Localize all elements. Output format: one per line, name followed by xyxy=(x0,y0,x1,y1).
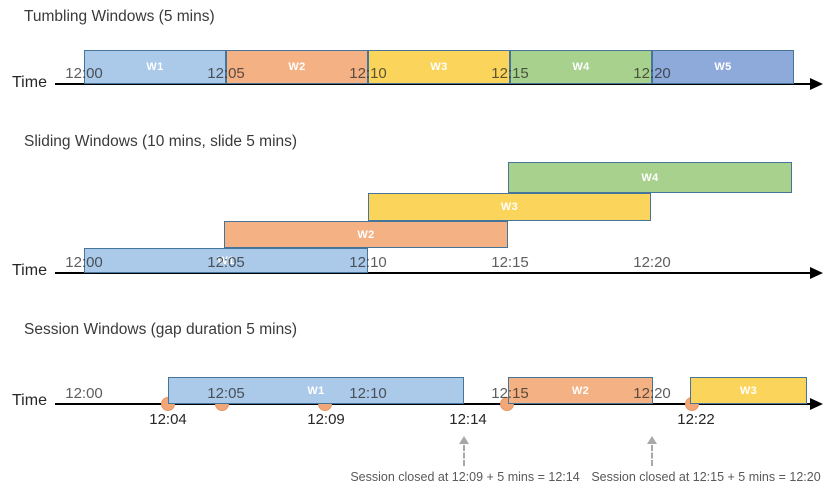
window-label: W2 xyxy=(571,384,590,397)
time-label: Time xyxy=(12,392,47,409)
event-time-label: 12:14 xyxy=(449,411,487,428)
window-label: W5 xyxy=(714,61,732,73)
tick-label: 12:15 xyxy=(491,65,529,82)
window-box: W3 xyxy=(368,193,651,221)
tick-label: 12:05 xyxy=(207,65,245,82)
window-label: W4 xyxy=(572,61,590,73)
tick-label: 12:15 xyxy=(491,385,529,402)
note-arrowhead xyxy=(647,436,657,444)
axis-arrowhead xyxy=(810,398,823,410)
window-box: W4 xyxy=(510,50,652,84)
window-label: W3 xyxy=(739,384,758,397)
section-title: Sliding Windows (10 mins, slide 5 mins) xyxy=(24,133,298,150)
tick-label: 12:20 xyxy=(633,254,671,271)
tick-label: 12:20 xyxy=(633,65,671,82)
tick-label: 12:05 xyxy=(207,385,245,402)
event-time-label: 12:04 xyxy=(149,411,187,428)
window-box: W3 xyxy=(368,50,510,84)
time-label: Time xyxy=(12,74,47,91)
window-label: W3 xyxy=(430,61,448,73)
window-label: W1 xyxy=(307,384,325,397)
window-box: W2 xyxy=(508,377,653,404)
window-box: W1 xyxy=(168,377,464,404)
section-title: Tumbling Windows (5 mins) xyxy=(24,8,215,25)
window-label: W2 xyxy=(357,228,375,241)
window-box: W2 xyxy=(224,221,508,248)
window-box: W2 xyxy=(226,50,368,84)
note-arrowhead xyxy=(459,436,469,444)
tick-label: 12:00 xyxy=(65,385,103,402)
tick-label: 12:10 xyxy=(349,65,387,82)
window-box: W4 xyxy=(508,162,792,193)
window-label: W1 xyxy=(217,254,235,267)
axis-line xyxy=(55,403,810,405)
note-text: Session closed at 12:15 + 5 mins = 12:20 xyxy=(591,470,821,484)
section-title: Session Windows (gap duration 5 mins) xyxy=(24,321,298,338)
window-box: W1 xyxy=(84,248,368,273)
axis-line xyxy=(55,83,810,85)
event-time-label: 12:09 xyxy=(307,411,345,428)
note-text: Session closed at 12:09 + 5 mins = 12:14 xyxy=(350,470,580,484)
tick-label: 12:15 xyxy=(491,254,529,271)
event-time-label: 12:22 xyxy=(677,411,715,428)
tick-label: 12:20 xyxy=(633,385,671,402)
time-label: Time xyxy=(12,262,47,279)
window-label: W3 xyxy=(500,201,519,213)
note-arrow-stem xyxy=(463,445,465,466)
tick-label: 12:05 xyxy=(207,254,245,271)
window-box: W1 xyxy=(84,50,226,84)
window-box: W5 xyxy=(652,50,794,84)
axis-arrowhead xyxy=(810,267,823,279)
tick-label: 12:00 xyxy=(65,65,103,82)
window-box: W3 xyxy=(690,377,807,404)
note-arrow-stem xyxy=(651,445,653,466)
window-label: W1 xyxy=(146,61,164,73)
tick-label: 12:00 xyxy=(65,254,103,271)
window-label: W2 xyxy=(288,61,306,73)
axis-arrowhead xyxy=(810,78,823,90)
tick-label: 12:10 xyxy=(349,254,387,271)
axis-line xyxy=(55,272,810,274)
tick-label: 12:10 xyxy=(349,385,387,402)
window-label: W4 xyxy=(641,171,659,184)
